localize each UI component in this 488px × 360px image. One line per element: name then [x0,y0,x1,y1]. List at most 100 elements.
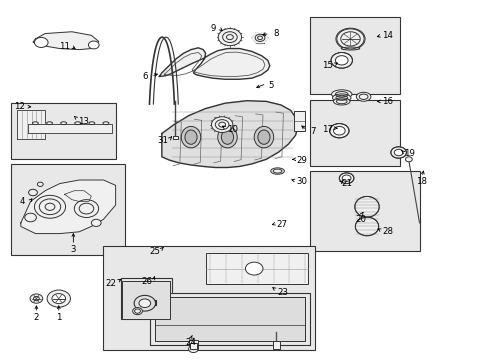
Text: 25: 25 [149,247,160,256]
Ellipse shape [32,122,38,125]
Circle shape [34,195,65,218]
Ellipse shape [103,122,109,125]
Circle shape [226,35,233,40]
Polygon shape [21,180,116,234]
Circle shape [45,203,55,210]
Ellipse shape [257,130,269,144]
Ellipse shape [354,197,378,217]
Text: 31: 31 [158,136,168,145]
Text: 26: 26 [142,277,152,286]
Text: 14: 14 [382,31,393,40]
Text: 10: 10 [226,126,237,135]
Circle shape [47,290,70,307]
Ellipse shape [355,217,378,236]
Circle shape [37,182,43,186]
Bar [205,253,307,284]
Text: 29: 29 [296,156,306,165]
Bar [11,103,116,158]
Circle shape [342,175,350,181]
Polygon shape [64,191,91,202]
Ellipse shape [184,130,197,144]
Ellipse shape [356,92,370,101]
Circle shape [329,123,348,138]
Text: 17: 17 [321,126,332,135]
Bar [309,100,399,166]
Circle shape [393,149,402,156]
Circle shape [88,41,99,49]
Bar [189,340,198,349]
Ellipse shape [46,122,52,125]
Text: 1: 1 [56,313,61,322]
Ellipse shape [332,94,350,102]
Circle shape [339,173,353,184]
Polygon shape [149,293,309,345]
Polygon shape [252,33,267,43]
Circle shape [333,126,345,135]
Bar [11,164,125,255]
Text: 13: 13 [78,117,88,126]
Ellipse shape [75,122,81,125]
Circle shape [52,294,65,303]
Polygon shape [162,101,297,167]
Text: 4: 4 [20,197,25,206]
Circle shape [29,190,37,195]
Ellipse shape [181,126,201,148]
Circle shape [211,117,232,132]
Bar [190,342,197,349]
Ellipse shape [217,126,237,148]
Ellipse shape [270,168,284,174]
Circle shape [30,294,42,303]
Ellipse shape [61,122,66,125]
Circle shape [390,147,406,158]
Circle shape [188,345,198,352]
Text: 8: 8 [273,29,278,38]
Text: 12: 12 [14,102,25,111]
Bar [293,111,304,131]
Polygon shape [17,111,45,139]
Circle shape [74,200,99,217]
Text: 24: 24 [185,338,196,347]
Ellipse shape [341,47,359,50]
Circle shape [29,189,37,196]
Bar [120,278,171,319]
Text: 18: 18 [416,177,427,186]
Text: 15: 15 [321,61,332,70]
Text: 3: 3 [70,245,76,254]
Text: 11: 11 [59,41,70,50]
Text: 16: 16 [382,97,393,106]
Circle shape [218,122,225,127]
Circle shape [335,28,365,50]
Circle shape [91,219,101,226]
Ellipse shape [331,90,351,99]
Text: 23: 23 [276,288,287,297]
Text: 27: 27 [276,220,287,229]
Text: 7: 7 [309,127,315,136]
Circle shape [34,37,48,48]
Text: 22: 22 [105,279,116,288]
Bar [309,171,419,251]
Polygon shape [28,123,112,133]
Circle shape [335,56,347,65]
Text: 21: 21 [341,179,351,188]
Circle shape [405,157,411,162]
Ellipse shape [333,98,349,105]
Bar [309,18,399,94]
Bar [272,341,279,349]
Circle shape [139,299,150,307]
Text: 6: 6 [142,72,147,81]
Polygon shape [159,48,269,79]
Circle shape [245,262,263,275]
Circle shape [330,53,352,68]
Ellipse shape [221,130,233,144]
Circle shape [25,213,36,222]
Bar [173,136,178,139]
Text: 20: 20 [355,215,366,224]
Circle shape [257,36,262,40]
Ellipse shape [254,126,273,148]
Text: 2: 2 [34,313,39,322]
Bar [154,297,305,342]
Circle shape [340,32,360,46]
Circle shape [132,307,142,315]
Bar [103,246,314,350]
Text: 5: 5 [268,81,273,90]
